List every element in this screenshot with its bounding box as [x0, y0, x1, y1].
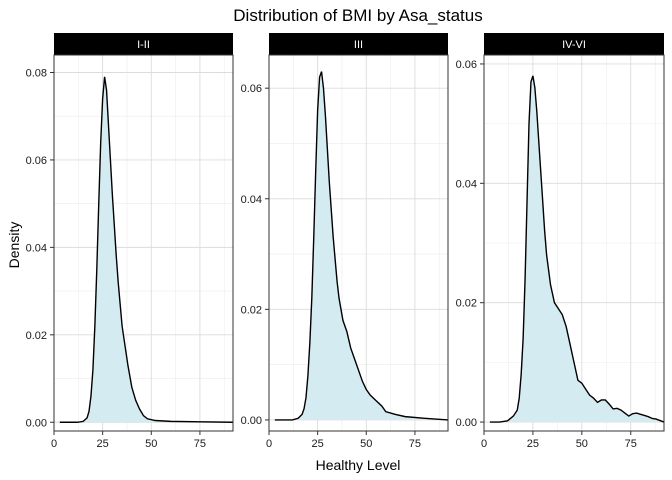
y-tick-label: 0.04 — [241, 194, 262, 206]
x-tick-label: 75 — [194, 438, 206, 450]
x-tick-label: 75 — [625, 438, 637, 450]
y-tick-label: 0.02 — [241, 304, 262, 316]
panel-border — [483, 54, 665, 432]
y-tick-label: 0.06 — [241, 83, 262, 95]
x-tick-label: 25 — [527, 438, 539, 450]
density-area — [274, 71, 448, 420]
x-tick-label: 0 — [266, 438, 272, 450]
facet-panel: IV-VI 0 25 50 75 0.00 0.02 0.04 0.06 — [456, 33, 665, 450]
density-area — [59, 76, 234, 423]
density-area — [489, 75, 664, 423]
x-axis-title: Healthy Level — [316, 457, 401, 473]
y-tick-label: 0.00 — [26, 417, 47, 429]
density-line — [59, 76, 234, 423]
panel-border — [53, 54, 234, 432]
x-tick-label: 0 — [51, 438, 57, 450]
y-tick-label: 0.08 — [26, 67, 47, 79]
y-tick-label: 0.06 — [26, 155, 47, 167]
y-tick-label: 0.02 — [456, 298, 477, 310]
x-tick-label: 50 — [360, 438, 372, 450]
panel-border — [268, 54, 449, 432]
y-axis-title: Density — [6, 222, 22, 269]
facet-panel: I-II 0 25 50 75 0.00 0.02 0.04 0.06 0.08 — [26, 33, 234, 450]
density-line — [274, 71, 449, 421]
y-tick-label: 0.06 — [456, 59, 477, 71]
facet-strip-label: IV-VI — [562, 39, 586, 51]
y-tick-label: 0.00 — [456, 417, 477, 429]
facet-strip-label: I-II — [137, 39, 150, 51]
x-tick-label: 50 — [576, 438, 588, 450]
y-tick-label: 0.04 — [456, 178, 477, 190]
x-tick-label: 0 — [481, 438, 487, 450]
facet-strip — [269, 33, 448, 55]
y-tick-label: 0.00 — [241, 415, 262, 427]
facet-strip — [54, 33, 233, 55]
facet-strip — [484, 33, 664, 55]
y-tick-label: 0.02 — [26, 330, 47, 342]
x-tick-label: 25 — [312, 438, 324, 450]
y-tick-label: 0.04 — [26, 242, 47, 254]
facet-panel: III 0 25 50 75 0.00 0.02 0.04 0.06 — [241, 33, 449, 450]
facet-strip-label: III — [354, 39, 363, 51]
x-tick-label: 50 — [145, 438, 157, 450]
chart-title: Distribution of BMI by Asa_status — [233, 6, 482, 25]
panels: I-II 0 25 50 75 0.00 0.02 0.04 0.06 0.08 III 0 25 50 7… — [26, 33, 665, 450]
x-tick-label: 75 — [409, 438, 421, 450]
x-tick-label: 25 — [97, 438, 109, 450]
density-line — [489, 75, 665, 423]
